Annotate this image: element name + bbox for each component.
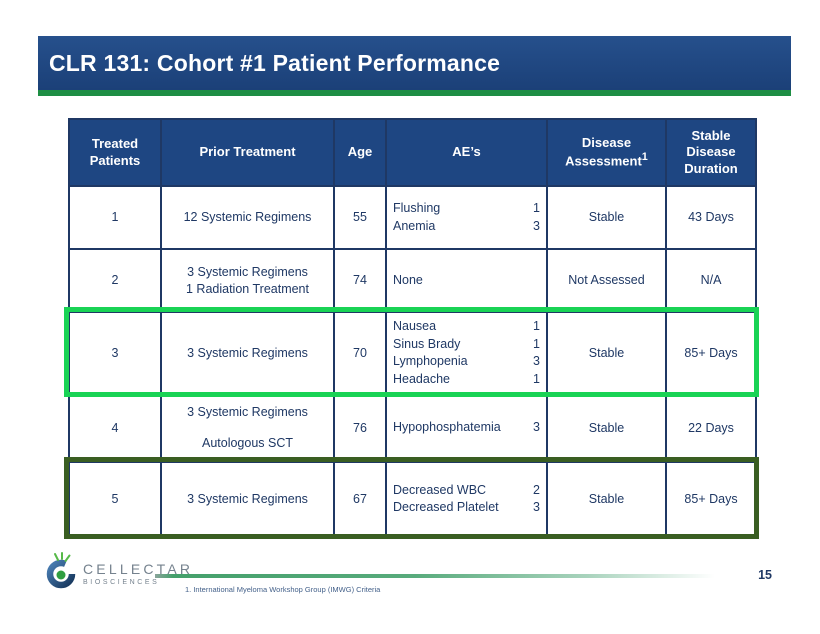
ae-entry: Flushing 1 bbox=[393, 200, 540, 218]
patient-table-wrapper: Treated Patients Prior Treatment Age AE’… bbox=[64, 118, 759, 539]
ae-grade: 3 bbox=[533, 354, 540, 368]
col-header-disease-assessment-label: Disease Assessment bbox=[565, 134, 642, 169]
ae-name: Flushing bbox=[393, 201, 441, 215]
prior-treatment-line: 3 Systemic Regimens bbox=[187, 491, 308, 506]
ae-grade: 1 bbox=[533, 201, 540, 215]
ae-entry: None bbox=[393, 272, 540, 290]
ae-name: Hypophosphatemia bbox=[393, 420, 501, 435]
ae-grade: 3 bbox=[533, 500, 540, 514]
table-row-highlighted-dark: 5 3 Systemic Regimens 67 Decreased WBC 2 … bbox=[68, 461, 757, 537]
cell-duration: N/A bbox=[665, 248, 757, 313]
cell-age: 70 bbox=[333, 311, 387, 395]
cell-patient: 1 bbox=[68, 185, 162, 250]
ae-name: Lymphopenia bbox=[393, 354, 468, 368]
prior-treatment-line: Autologous SCT bbox=[201, 435, 294, 450]
col-header-stable-disease-duration: Stable Disease Duration bbox=[665, 118, 757, 187]
cell-age: 74 bbox=[333, 248, 387, 313]
cell-aes: Nausea 1 Sinus Brady 1 Lymphopenia 3 Headac… bbox=[385, 311, 548, 395]
cell-assessment: Stable bbox=[546, 185, 667, 250]
ae-entry: Decreased WBC 2 bbox=[393, 482, 540, 500]
cell-prior-treatment: 3 Systemic Regimens Autologous SCT bbox=[160, 393, 335, 463]
cell-duration: 85+ Days bbox=[665, 311, 757, 395]
cell-aes: None bbox=[385, 248, 548, 313]
cell-aes: Flushing 1 Anemia 3 bbox=[385, 185, 548, 250]
col-header-prior-treatment: Prior Treatment bbox=[160, 118, 335, 187]
table-row: 1 12 Systemic Regimens 55 Flushing 1 Anem… bbox=[68, 185, 757, 250]
cell-aes: Hypophosphatemia 3 bbox=[385, 393, 548, 463]
cell-duration: 85+ Days bbox=[665, 461, 757, 537]
title-bar: CLR 131: Cohort #1 Patient Performance bbox=[38, 36, 791, 96]
ae-name: Anemia bbox=[393, 218, 436, 233]
cell-assessment: Not Assessed bbox=[546, 248, 667, 313]
table-row: 4 3 Systemic Regimens Autologous SCT 76 … bbox=[68, 393, 757, 463]
prior-treatment-line: 3 Systemic Regimens bbox=[187, 264, 308, 279]
ae-entry: Hypophosphatemia 3 bbox=[393, 419, 540, 437]
prior-treatment-line: 3 Systemic Regimens bbox=[187, 345, 308, 360]
logo-company-name: CELLECTAR bbox=[83, 561, 194, 577]
cell-duration: 22 Days bbox=[665, 393, 757, 463]
ae-grade: 1 bbox=[533, 336, 540, 351]
cell-patient: 5 bbox=[68, 461, 162, 537]
ae-grade: 1 bbox=[533, 371, 540, 386]
ae-entry: Decreased Platelet 3 bbox=[393, 499, 540, 517]
prior-treatment-line: 3 Systemic Regimens bbox=[187, 405, 308, 420]
page-number: 15 bbox=[758, 568, 772, 582]
table-row: 2 3 Systemic Regimens 1 Radiation Treatm… bbox=[68, 248, 757, 313]
cell-aes: Decreased WBC 2 Decreased Platelet 3 bbox=[385, 461, 548, 537]
table-row-highlighted-bright: 3 3 Systemic Regimens 70 Nausea 1 Sinus B… bbox=[68, 311, 757, 395]
ae-entry: Anemia 3 bbox=[393, 218, 540, 236]
ae-entry: Nausea 1 bbox=[393, 318, 540, 336]
ae-grade: 2 bbox=[533, 482, 540, 497]
cell-age: 76 bbox=[333, 393, 387, 463]
cell-assessment: Stable bbox=[546, 461, 667, 537]
prior-treatment-line: 1 Radiation Treatment bbox=[186, 281, 309, 296]
footnote-marker: 1 bbox=[641, 151, 648, 164]
footer-divider-line bbox=[155, 574, 732, 578]
ae-entry: Sinus Brady 1 bbox=[393, 336, 540, 354]
cell-prior-treatment: 3 Systemic Regimens 1 Radiation Treatmen… bbox=[160, 248, 335, 313]
ae-name: Sinus Brady bbox=[393, 336, 461, 351]
patient-table: Treated Patients Prior Treatment Age AE’… bbox=[68, 118, 757, 537]
col-header-age: Age bbox=[333, 118, 387, 187]
prior-treatment-line: 12 Systemic Regimens bbox=[183, 210, 312, 225]
cell-assessment: Stable bbox=[546, 311, 667, 395]
ae-grade: 3 bbox=[533, 218, 540, 233]
col-header-treated-patients: Treated Patients bbox=[68, 118, 162, 187]
col-header-disease-assessment: Disease Assessment1 bbox=[546, 118, 667, 187]
ae-entry: Headache 1 bbox=[393, 371, 540, 389]
ae-name: Decreased WBC bbox=[393, 482, 487, 497]
col-header-aes: AE’s bbox=[385, 118, 548, 187]
ae-entry: Lymphopenia 3 bbox=[393, 353, 540, 371]
cellectar-logo-text: CELLECTAR BIOSCIENCES bbox=[83, 562, 193, 586]
cellectar-logo-icon bbox=[46, 552, 76, 589]
ae-name: Decreased Platelet bbox=[393, 500, 499, 514]
cell-patient: 2 bbox=[68, 248, 162, 313]
cell-patient: 4 bbox=[68, 393, 162, 463]
cell-assessment: Stable bbox=[546, 393, 667, 463]
prior-treatment-line bbox=[168, 421, 327, 435]
cellectar-logo: CELLECTAR BIOSCIENCES bbox=[44, 550, 193, 592]
ae-name: Nausea bbox=[393, 319, 437, 333]
ae-name: Headache bbox=[393, 371, 450, 386]
ae-grade: 1 bbox=[533, 319, 540, 333]
cell-age: 67 bbox=[333, 461, 387, 537]
slide-title: CLR 131: Cohort #1 Patient Performance bbox=[49, 49, 501, 76]
cell-duration: 43 Days bbox=[665, 185, 757, 250]
cell-patient: 3 bbox=[68, 311, 162, 395]
cell-prior-treatment: 12 Systemic Regimens bbox=[160, 185, 335, 250]
ae-name: None bbox=[393, 272, 423, 287]
logo-company-sub: BIOSCIENCES bbox=[83, 579, 160, 586]
cell-age: 55 bbox=[333, 185, 387, 250]
footnote-text: 1. International Myeloma Workshop Group … bbox=[185, 585, 381, 594]
cell-prior-treatment: 3 Systemic Regimens bbox=[160, 311, 335, 395]
table-header-row: Treated Patients Prior Treatment Age AE’… bbox=[68, 118, 757, 187]
ae-grade: 3 bbox=[533, 420, 540, 435]
cell-prior-treatment: 3 Systemic Regimens bbox=[160, 461, 335, 537]
